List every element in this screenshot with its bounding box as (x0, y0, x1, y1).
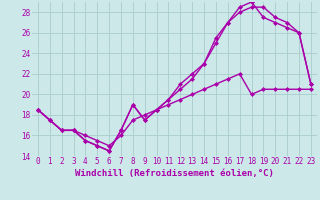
X-axis label: Windchill (Refroidissement éolien,°C): Windchill (Refroidissement éolien,°C) (75, 169, 274, 178)
